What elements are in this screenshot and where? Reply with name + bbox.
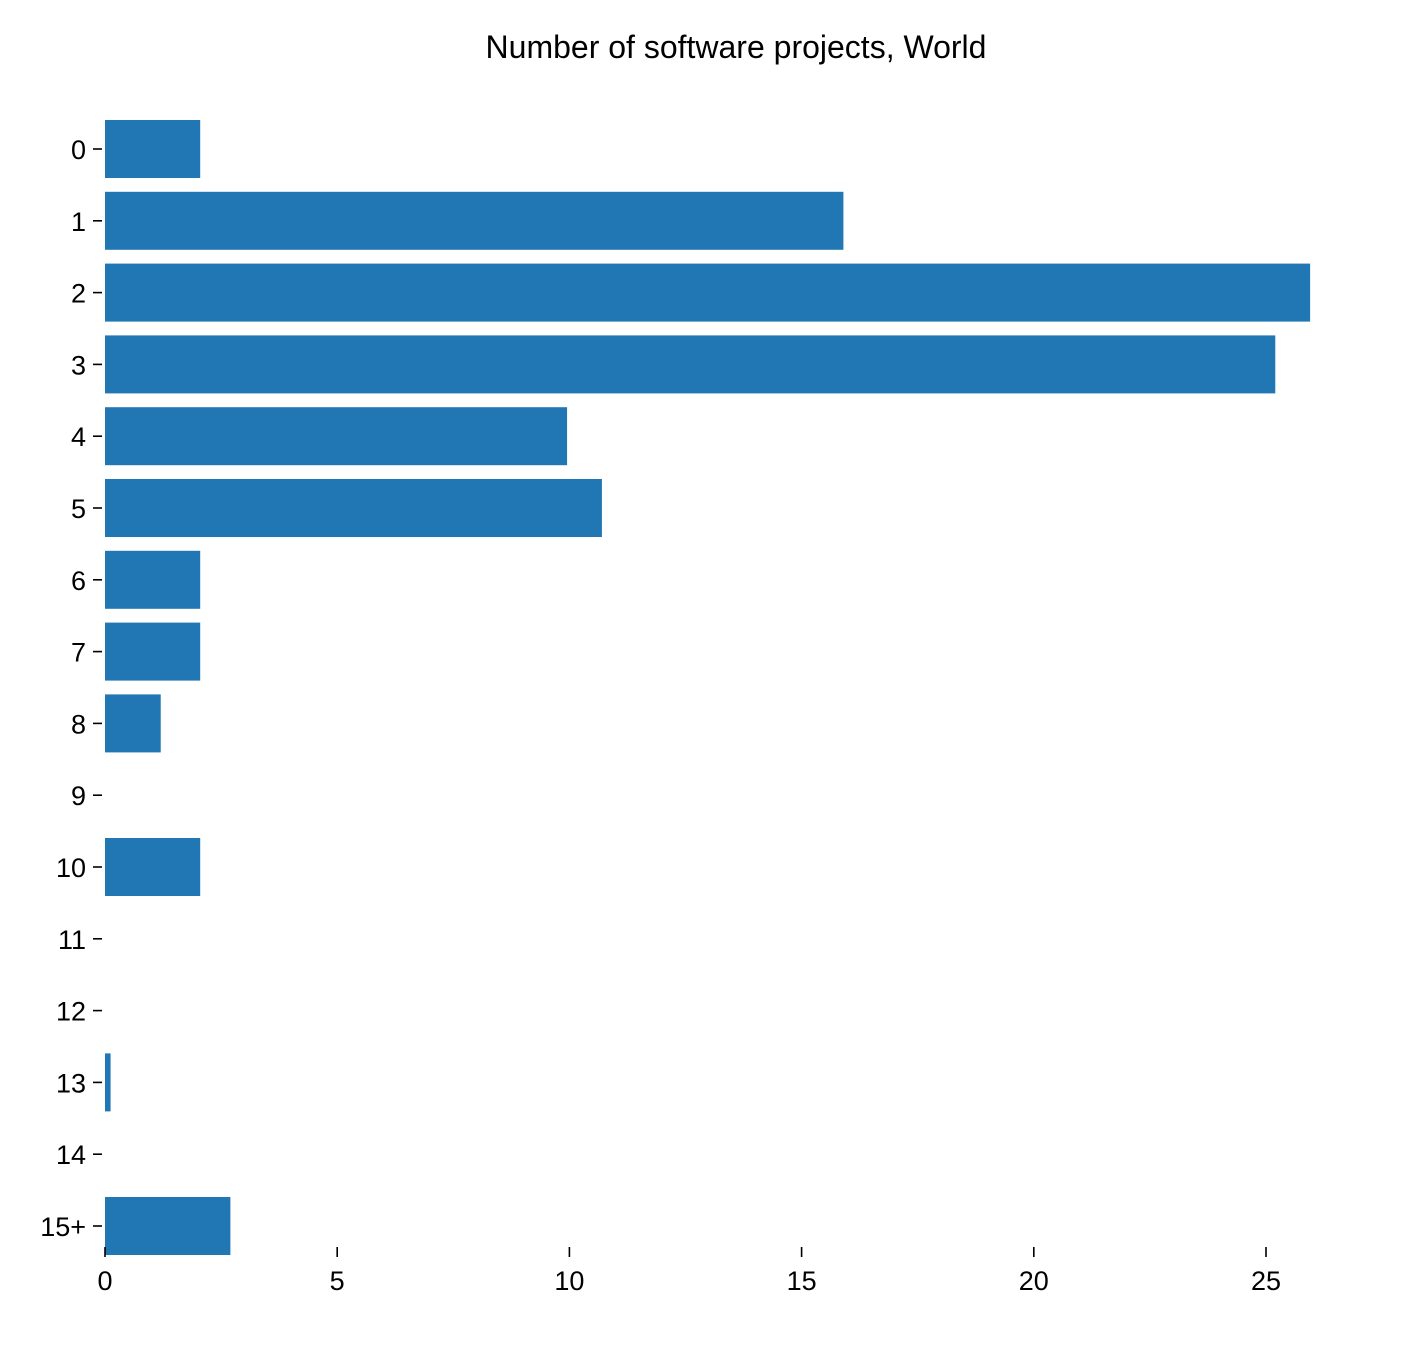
bar-3 xyxy=(105,335,1276,394)
y-tick-label: 7 xyxy=(71,638,86,668)
x-axis: 0 5 10 15 20 25 xyxy=(97,1247,1281,1296)
y-tick-label: 13 xyxy=(56,1068,86,1098)
bars xyxy=(105,120,1311,1255)
x-tick-label: 25 xyxy=(1251,1266,1281,1296)
bar-8 xyxy=(105,694,161,753)
bar-5 xyxy=(105,479,602,537)
chart-title: Number of software projects, World xyxy=(486,29,987,65)
y-tick-label: 4 xyxy=(71,422,86,452)
y-tick-label: 10 xyxy=(56,853,86,883)
x-tick-label: 10 xyxy=(554,1266,584,1296)
x-tick-label: 0 xyxy=(97,1266,112,1296)
y-tick-label: 2 xyxy=(71,279,86,309)
y-tick-label: 1 xyxy=(71,207,86,237)
bar-0 xyxy=(105,120,201,178)
y-tick-label: 5 xyxy=(71,494,86,524)
y-tick-label: 11 xyxy=(58,925,86,955)
bar-10 xyxy=(105,838,201,896)
y-tick-label: 3 xyxy=(71,350,86,380)
bar-7 xyxy=(105,622,201,681)
y-tick-label: 0 xyxy=(71,135,86,165)
bar-13 xyxy=(105,1053,111,1112)
x-tick-label: 15 xyxy=(787,1266,817,1296)
bar-2 xyxy=(105,263,1311,322)
bar-6 xyxy=(105,550,201,609)
y-tick-label: 15+ xyxy=(40,1212,86,1242)
x-tick-label: 5 xyxy=(330,1266,345,1296)
bar-4 xyxy=(105,407,568,466)
y-tick-label: 6 xyxy=(71,566,86,596)
y-tick-label: 14 xyxy=(56,1140,86,1170)
y-tick-label: 12 xyxy=(56,997,86,1027)
y-tick-label: 8 xyxy=(71,709,86,739)
x-tick-label: 20 xyxy=(1019,1266,1049,1296)
bar-15+ xyxy=(105,1197,231,1255)
bar-1 xyxy=(105,191,844,250)
y-tick-label: 9 xyxy=(71,781,86,811)
